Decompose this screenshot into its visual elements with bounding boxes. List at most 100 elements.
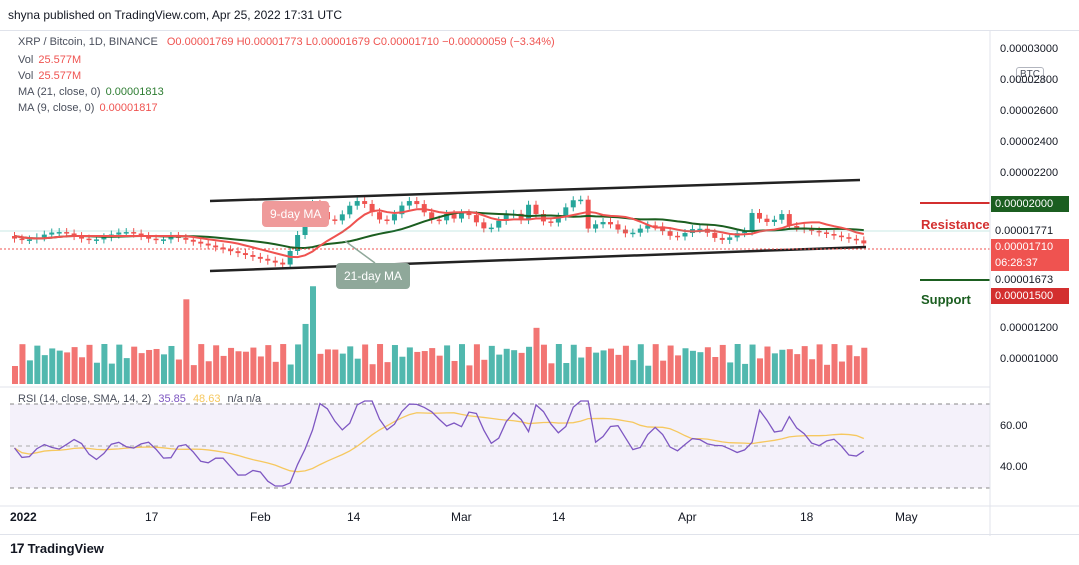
time-tick: May <box>895 510 918 524</box>
vol-legend-1[interactable]: Vol 25.577M <box>18 54 81 66</box>
volume-bar <box>675 355 682 384</box>
candle-body <box>570 200 576 208</box>
volume-bar <box>734 344 741 384</box>
candle-body <box>779 214 785 220</box>
candle-body <box>205 243 211 246</box>
volume-bar <box>682 348 689 384</box>
volume-bar <box>689 350 696 384</box>
volume-bar <box>183 299 190 384</box>
volume-bar <box>473 344 480 384</box>
volume-bar <box>153 348 160 384</box>
rsi-key: RSI (14, close, SMA, 14, 2) <box>18 393 152 405</box>
volume-bar <box>757 358 763 384</box>
vol-legend-2[interactable]: Vol 25.577M <box>18 70 81 82</box>
volume-bar <box>429 348 436 384</box>
volume-bar <box>317 353 324 384</box>
volume-bar <box>414 351 421 384</box>
price-chart-canvas[interactable] <box>0 31 1079 536</box>
candle-body <box>630 232 636 235</box>
rsi-legend[interactable]: RSI (14, close, SMA, 14, 2) 35.85 48.63 … <box>18 393 261 405</box>
support-price-tag: 0.00001673 <box>991 272 1069 288</box>
rsi-ma-value: 48.63 <box>192 393 221 405</box>
ma21-legend[interactable]: MA (21, close, 0) 0.00001813 <box>18 86 164 98</box>
volume-bar <box>660 360 667 384</box>
candle-body <box>56 232 62 234</box>
volume-bar <box>645 365 652 384</box>
volume-bar <box>570 344 577 384</box>
candle-body <box>235 251 241 254</box>
price-tick: 0.00002800 <box>1000 74 1059 86</box>
candle-body <box>19 238 25 241</box>
volume-bar <box>138 353 145 384</box>
candle-body <box>459 213 464 219</box>
chart-area[interactable]: XRP / Bitcoin, 1D, BINANCE O0.00001769 H… <box>0 30 1079 536</box>
volume-bar <box>712 357 719 384</box>
volume-bar <box>198 344 205 384</box>
candle-body <box>183 237 189 240</box>
volume-bar <box>704 347 711 384</box>
candle-body <box>354 201 360 206</box>
candle-body <box>853 238 859 241</box>
volume-bar <box>838 361 845 384</box>
ma9-legend[interactable]: MA (9, close, 0) 0.00001817 <box>18 102 158 114</box>
volume-bar <box>794 354 801 384</box>
volume-bar <box>12 366 18 384</box>
volume-bar <box>123 358 130 384</box>
volume-bar <box>205 361 212 384</box>
volume-bar <box>548 363 555 384</box>
resistance-label: Resistance <box>921 217 990 232</box>
volume-bar <box>242 351 249 384</box>
volume-bar <box>578 357 585 384</box>
volume-bar <box>444 345 451 384</box>
volume-bar <box>421 351 428 384</box>
price-tick: 0.00002400 <box>1000 136 1059 148</box>
candle-body <box>496 220 502 228</box>
candle-body <box>41 234 47 238</box>
volume-bar <box>593 352 600 384</box>
candle-body <box>213 245 219 248</box>
volume-bar <box>384 362 391 384</box>
volume-bar <box>399 356 406 384</box>
price-tick: 0.00001000 <box>1000 353 1059 365</box>
volume-bar <box>496 354 503 384</box>
twentyone-day-connector <box>344 240 376 264</box>
symbol-legend[interactable]: XRP / Bitcoin, 1D, BINANCE O0.00001769 H… <box>18 36 555 48</box>
candle-body <box>93 239 99 241</box>
candle-body <box>600 222 606 225</box>
volume-bar <box>466 365 473 384</box>
volume-bar <box>190 365 197 384</box>
candle-body <box>64 232 70 234</box>
candle-body <box>697 228 703 231</box>
candle-body <box>161 239 166 241</box>
volume-bar <box>56 350 63 384</box>
volume-bar <box>779 349 786 384</box>
volume-bar <box>369 364 376 384</box>
volume-bars <box>12 286 868 384</box>
volume-bar <box>49 348 56 384</box>
volume-bar <box>861 347 868 384</box>
volume-bar <box>585 346 592 384</box>
candle-body <box>712 232 718 238</box>
currency-button[interactable]: BTC <box>1016 67 1044 83</box>
volume-bar <box>116 344 123 384</box>
volume-bar <box>310 286 316 384</box>
candle-body <box>116 232 122 235</box>
tradingview-footer[interactable]: 17 TradingView <box>10 540 104 556</box>
volume-bar <box>41 355 48 384</box>
candle-body <box>49 232 55 235</box>
support2-price-tag: 0.00001500 <box>991 288 1069 304</box>
candle-body <box>593 224 599 229</box>
candle-body <box>503 214 509 221</box>
volume-bar <box>93 362 100 384</box>
candle-body <box>86 238 92 241</box>
candle-body <box>250 255 256 257</box>
price-tick: 0.00001200 <box>1000 322 1059 334</box>
volume-bar <box>816 344 823 384</box>
candle-body <box>26 239 32 241</box>
vol-value: 25.577M <box>38 54 82 66</box>
candle-body <box>846 237 852 239</box>
volume-bar <box>459 344 465 384</box>
symbol-name: XRP / Bitcoin, 1D, BINANCE <box>18 36 158 48</box>
candle-body <box>414 201 420 205</box>
volume-bar <box>801 346 808 384</box>
